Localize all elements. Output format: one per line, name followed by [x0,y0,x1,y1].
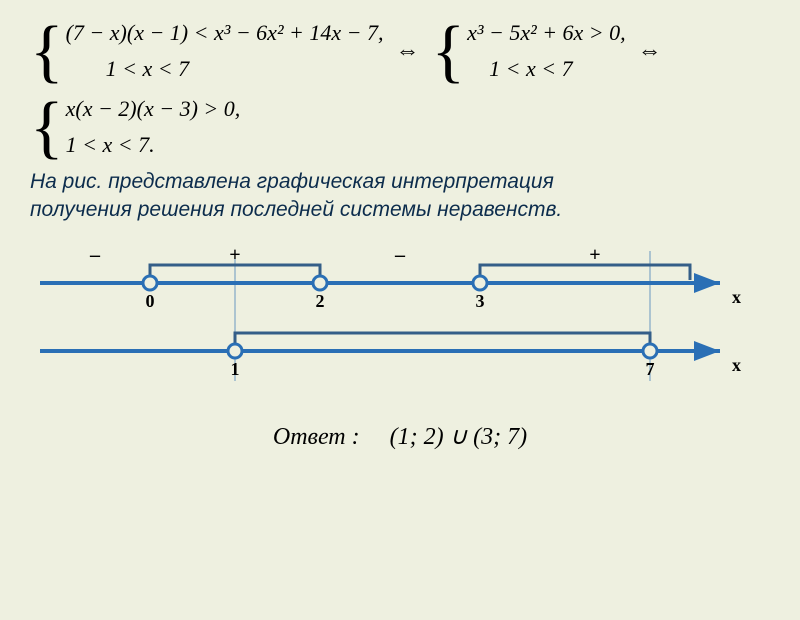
answer-value: (1; 2) ∪ (3; 7) [390,424,528,450]
caption: На рис. представлена графическая интерпр… [0,158,800,225]
equation-row-1: { (7 − x)(x − 1) < x³ − 6x² + 14x − 7, 1… [0,20,800,82]
sys3-eq2: 1 < x < 7. [66,132,241,158]
number-line-diagram: – + – +0 2 3 x 1 7 x [20,231,760,411]
brace-icon: { [30,27,64,76]
caption-line-1: На рис. представлена графическая интерпр… [30,170,554,193]
svg-text:2: 2 [316,291,325,311]
sys1-eq2: 1 < x < 7 [66,56,384,82]
equiv-icon: ⇔ [396,38,420,65]
equiv-icon: ⇔ [638,38,662,65]
svg-text:x: x [732,355,741,375]
sys3-eq1: x(x − 2)(x − 3) > 0, [66,96,241,122]
sys2-eq1: x³ − 5x² + 6x > 0, [467,20,626,46]
system-1: (7 − x)(x − 1) < x³ − 6x² + 14x − 7, 1 <… [66,20,384,82]
svg-text:7: 7 [646,359,655,379]
svg-text:1: 1 [231,359,240,379]
sys1-eq1: (7 − x)(x − 1) < x³ − 6x² + 14x − 7, [66,20,384,46]
caption-line-2: получения решения последней системы нера… [30,198,562,221]
sys2-eq2: 1 < x < 7 [467,56,626,82]
svg-text:x: x [732,287,741,307]
svg-text:3: 3 [476,291,485,311]
brace-icon: { [30,103,64,152]
svg-text:–: – [394,244,406,266]
answer-label: Ответ : [273,424,360,450]
svg-text:–: – [89,244,101,266]
equation-row-2: { x(x − 2)(x − 3) > 0, 1 < x < 7. [0,96,800,158]
svg-text:+: + [229,244,240,266]
svg-text:0: 0 [146,291,155,311]
system-3: x(x − 2)(x − 3) > 0, 1 < x < 7. [66,96,241,158]
answer: Ответ : (1; 2) ∪ (3; 7) [0,422,800,451]
svg-text:+: + [589,244,600,266]
brace-icon: { [432,27,466,76]
system-2: x³ − 5x² + 6x > 0, 1 < x < 7 [467,20,626,82]
